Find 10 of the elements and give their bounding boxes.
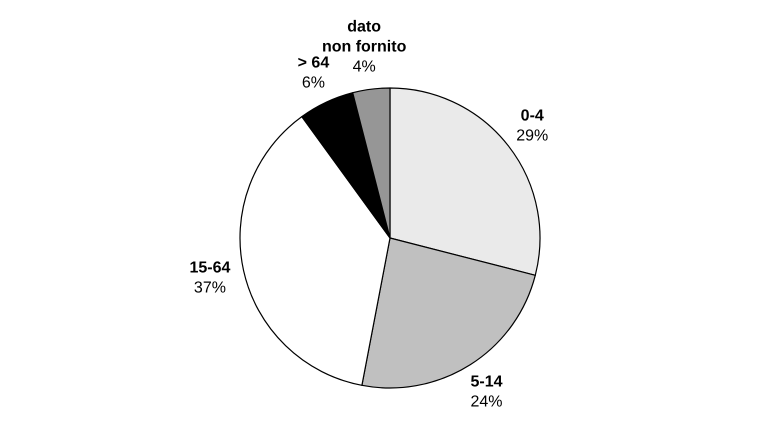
data-label: 29%	[516, 128, 548, 145]
data-label: 24%	[470, 394, 502, 411]
data-label: 37%	[194, 279, 226, 296]
slice-label: 15-64	[189, 259, 230, 276]
slice-label: 0-4	[520, 108, 544, 125]
data-label: 6%	[302, 74, 325, 92]
slice-label: 5-14	[470, 374, 503, 391]
slice-label: dato non fornito	[322, 18, 407, 56]
slice-label: > 64	[298, 54, 330, 72]
data-label: 4%	[352, 58, 376, 76]
